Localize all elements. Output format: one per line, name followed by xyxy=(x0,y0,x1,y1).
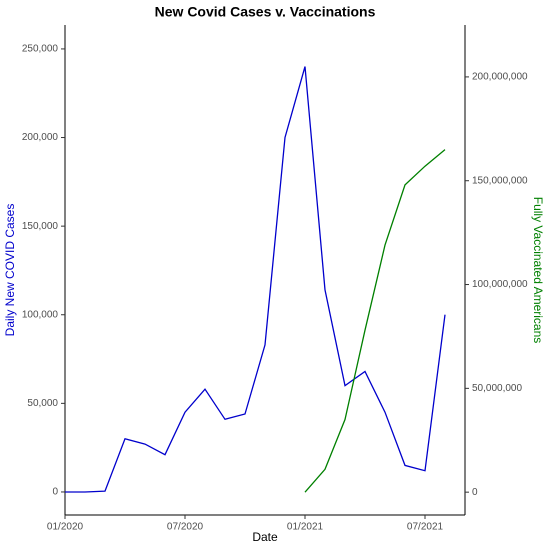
y2-tick-label: 100,000,000 xyxy=(472,279,528,290)
y2-tick-label: 0 xyxy=(472,487,478,498)
y-tick-label: 0 xyxy=(52,487,58,498)
y-tick-label: 150,000 xyxy=(22,221,59,232)
chart-title: New Covid Cases v. Vaccinations xyxy=(155,4,376,20)
y-tick-label: 100,000 xyxy=(22,309,59,320)
y2-tick-label: 200,000,000 xyxy=(472,72,528,83)
y-tick-label: 200,000 xyxy=(22,132,59,143)
y2-tick-label: 50,000,000 xyxy=(472,383,522,394)
x-tick-label: 01/2021 xyxy=(287,522,324,533)
y-tick-label: 50,000 xyxy=(27,398,58,409)
x-axis-title: Date xyxy=(252,530,278,544)
series-line xyxy=(304,149,446,493)
x-tick-label: 01/2020 xyxy=(47,522,84,533)
y-tick-label: 250,000 xyxy=(22,44,59,55)
x-tick-label: 07/2021 xyxy=(407,522,444,533)
x-tick-label: 07/2020 xyxy=(167,522,204,533)
series-line xyxy=(65,66,446,493)
y2-axis-title: Fully Vaccinated Americans xyxy=(531,197,545,344)
y2-tick-label: 150,000,000 xyxy=(472,175,528,186)
y-axis-title: Daily New COVID Cases xyxy=(3,204,17,337)
